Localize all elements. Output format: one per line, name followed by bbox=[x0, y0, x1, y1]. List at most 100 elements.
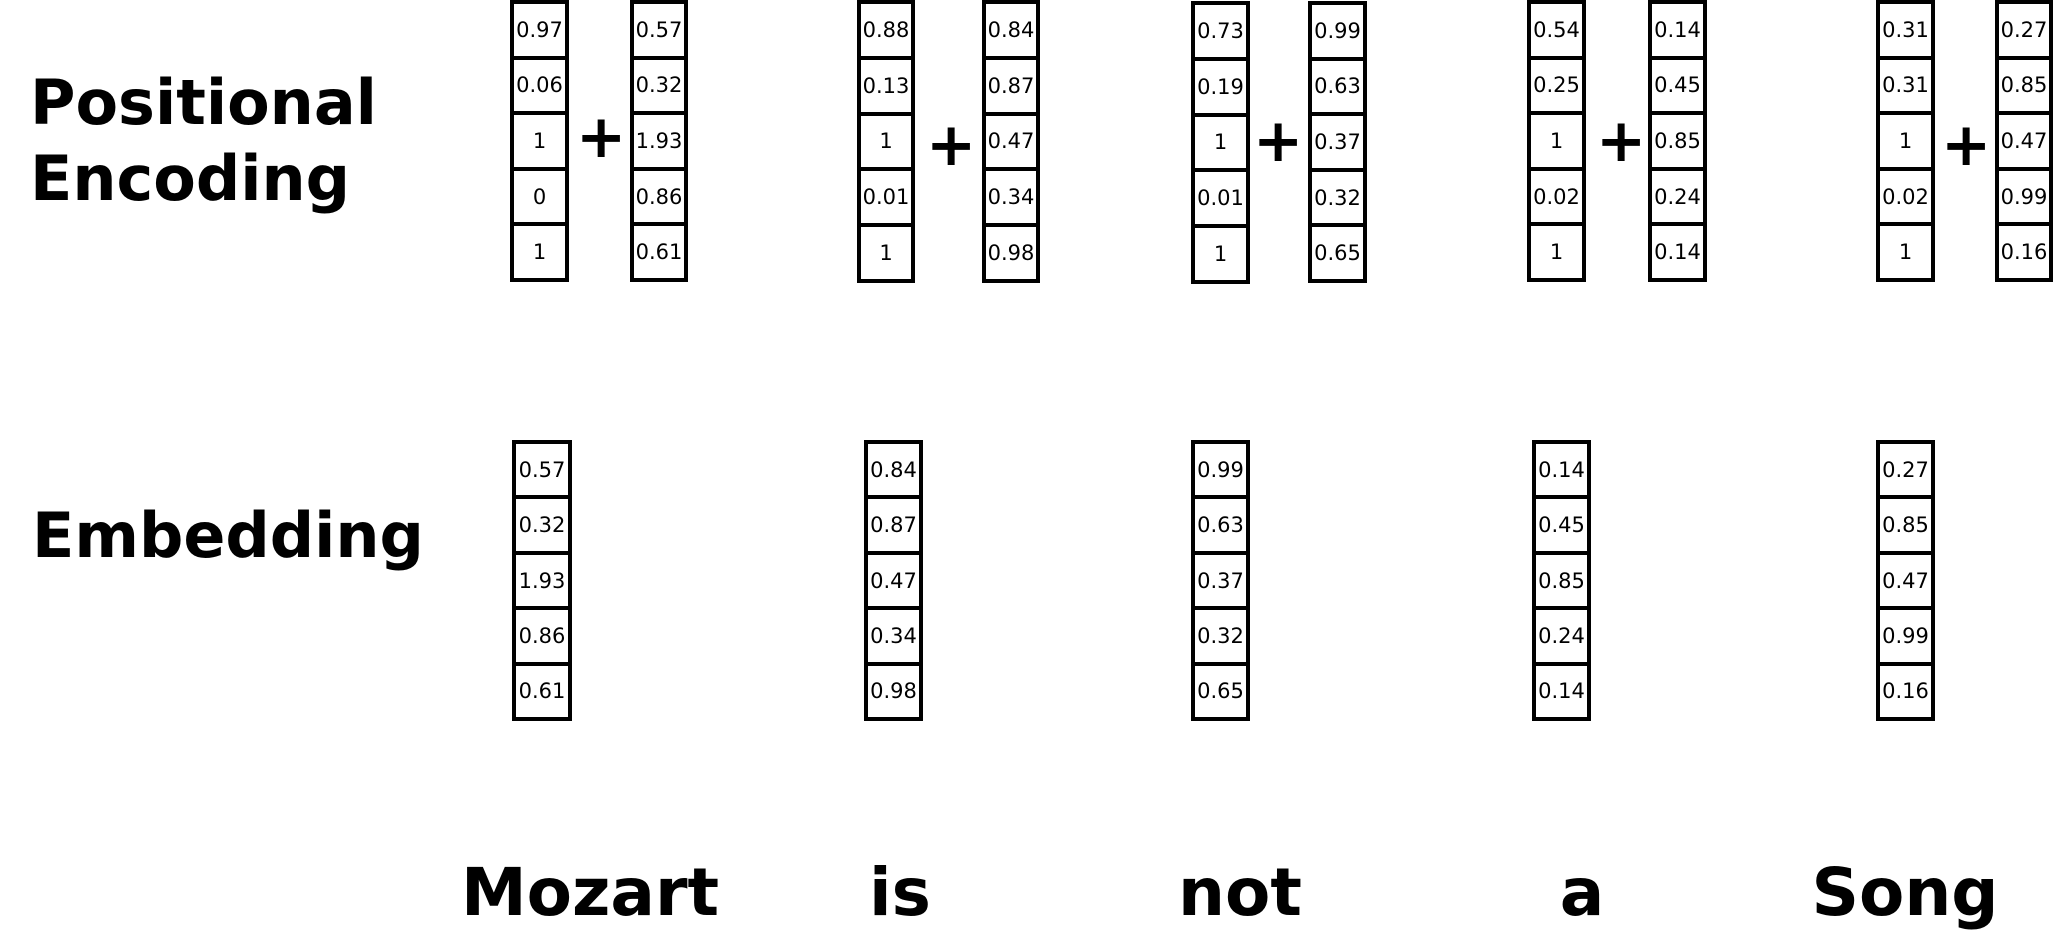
vector-cell: 0.61 bbox=[635, 240, 683, 265]
vector-cell: 0.47 bbox=[986, 116, 1036, 172]
vector-cell: 0.63 bbox=[1195, 499, 1246, 555]
embedding-vector-added: 0.99 0.63 0.37 0.32 0.65 bbox=[1308, 1, 1367, 283]
vector-cell: 0.47 bbox=[868, 555, 919, 611]
vector-cell: 1 bbox=[1195, 117, 1246, 173]
vector-cell: 0.02 bbox=[1531, 171, 1582, 227]
embedding-label: Embedding bbox=[32, 499, 424, 572]
vector-cell: 0.32 bbox=[1312, 172, 1363, 228]
positional-encoding-label-line2: Encoding bbox=[30, 141, 350, 215]
positional-vector: 0.97 0.06 1 0 1 bbox=[510, 0, 569, 282]
vector-cell: 0.99 bbox=[1999, 171, 2049, 227]
embedding-vector-added: 0.84 0.87 0.47 0.34 0.98 bbox=[982, 0, 1040, 283]
vector-cell: 0.34 bbox=[986, 171, 1036, 228]
vector-cell: 1 bbox=[1898, 240, 1913, 265]
positional-encoding-label: Positional Encoding bbox=[30, 65, 377, 216]
embedding-vector: 0.14 0.45 0.85 0.24 0.14 bbox=[1532, 440, 1591, 721]
vector-cell: 0.86 bbox=[634, 171, 684, 227]
vector-cell: 0.24 bbox=[1652, 171, 1703, 227]
vector-cell: 0.84 bbox=[868, 444, 919, 500]
vector-cell: 1 bbox=[861, 116, 911, 172]
vector-cell: 0.19 bbox=[1195, 61, 1246, 117]
embedding-vector: 0.27 0.85 0.47 0.99 0.16 bbox=[1876, 440, 1935, 721]
vector-cell: 0.85 bbox=[1652, 115, 1703, 171]
vector-cell: 0.14 bbox=[1538, 679, 1585, 704]
vector-cell: 1 bbox=[1531, 115, 1582, 171]
vector-cell: 0.31 bbox=[1880, 60, 1931, 116]
positional-vector: 0.73 0.19 1 0.01 1 bbox=[1191, 1, 1250, 284]
embedding-vector: 0.57 0.32 1.93 0.86 0.61 bbox=[512, 440, 572, 721]
vector-cell: 0.57 bbox=[634, 4, 684, 60]
vector-cell: 0.86 bbox=[516, 610, 568, 666]
vector-cell: 0.99 bbox=[1195, 444, 1246, 500]
vector-cell: 0.27 bbox=[1999, 4, 2049, 60]
vector-cell: 0.27 bbox=[1880, 444, 1931, 500]
embedding-vector-added: 0.14 0.45 0.85 0.24 0.14 bbox=[1648, 0, 1707, 282]
vector-cell: 0.31 bbox=[1880, 4, 1931, 60]
vector-cell: 0.98 bbox=[870, 679, 917, 704]
vector-cell: 0.02 bbox=[1880, 171, 1931, 227]
plus-sign: + bbox=[1596, 106, 1647, 176]
vector-cell: 0.84 bbox=[986, 4, 1036, 60]
vector-cell: 0.37 bbox=[1195, 555, 1246, 611]
vector-cell: 0.14 bbox=[1652, 4, 1703, 60]
plus-sign: + bbox=[926, 110, 977, 180]
embedding-vector-added: 0.27 0.85 0.47 0.99 0.16 bbox=[1995, 0, 2053, 282]
vector-cell: 0.85 bbox=[1880, 499, 1931, 555]
vector-cell: 0.32 bbox=[1195, 610, 1246, 666]
vector-cell: 0.32 bbox=[634, 60, 684, 116]
vector-cell: 0.85 bbox=[1999, 60, 2049, 116]
token-word: Song bbox=[1811, 854, 1999, 931]
vector-cell: 0.14 bbox=[1536, 444, 1587, 500]
embedding-vector: 0.99 0.63 0.37 0.32 0.65 bbox=[1191, 440, 1250, 721]
plus-sign: + bbox=[1941, 110, 1992, 180]
vector-cell: 0.45 bbox=[1536, 499, 1587, 555]
vector-cell: 0.97 bbox=[514, 4, 565, 60]
vector-cell: 1 bbox=[1549, 240, 1564, 265]
vector-cell: 0.87 bbox=[868, 499, 919, 555]
vector-cell: 0.32 bbox=[516, 499, 568, 555]
vector-cell: 0.16 bbox=[2000, 240, 2048, 265]
vector-cell: 1 bbox=[532, 240, 547, 265]
vector-cell: 0.37 bbox=[1312, 116, 1363, 172]
vector-cell: 0.01 bbox=[861, 171, 911, 228]
token-word: Mozart bbox=[461, 854, 720, 931]
vector-cell: 0.65 bbox=[1197, 679, 1244, 704]
plus-sign: + bbox=[576, 102, 627, 172]
positional-vector: 0.88 0.13 1 0.01 1 bbox=[857, 0, 915, 283]
vector-cell: 0.14 bbox=[1654, 240, 1701, 265]
vector-cell: 0.99 bbox=[1880, 610, 1931, 666]
vector-cell: 0.47 bbox=[1999, 115, 2049, 171]
token-word: not bbox=[1178, 854, 1302, 931]
vector-cell: 0.65 bbox=[1314, 241, 1361, 266]
vector-cell: 0.54 bbox=[1531, 4, 1582, 60]
vector-cell: 1 bbox=[1880, 115, 1931, 171]
vector-cell: 0.45 bbox=[1652, 60, 1703, 116]
vector-cell: 0.63 bbox=[1312, 61, 1363, 117]
vector-cell: 0.85 bbox=[1536, 555, 1587, 611]
vector-cell: 1 bbox=[1213, 242, 1228, 267]
vector-cell: 0.16 bbox=[1882, 679, 1929, 704]
positional-vector: 0.31 0.31 1 0.02 1 bbox=[1876, 0, 1935, 282]
vector-cell: 0.98 bbox=[987, 241, 1035, 266]
vector-cell: 0 bbox=[514, 171, 565, 227]
vector-cell: 1.93 bbox=[516, 555, 568, 611]
positional-encoding-label-line1: Positional bbox=[30, 66, 377, 139]
vector-cell: 0.24 bbox=[1536, 610, 1587, 666]
vector-cell: 0.57 bbox=[516, 444, 568, 500]
positional-vector: 0.54 0.25 1 0.02 1 bbox=[1527, 0, 1586, 282]
vector-cell: 0.61 bbox=[518, 679, 566, 704]
vector-cell: 0.47 bbox=[1880, 555, 1931, 611]
vector-cell: 0.73 bbox=[1195, 5, 1246, 61]
vector-cell: 0.87 bbox=[986, 60, 1036, 116]
vector-cell: 0.88 bbox=[861, 4, 911, 60]
embedding-vector-added: 0.57 0.32 1.93 0.86 0.61 bbox=[630, 0, 688, 282]
plus-sign: + bbox=[1253, 106, 1304, 176]
token-word: a bbox=[1559, 854, 1605, 931]
vector-cell: 0.06 bbox=[514, 60, 565, 116]
vector-cell: 0.25 bbox=[1531, 60, 1582, 116]
vector-cell: 0.01 bbox=[1195, 172, 1246, 229]
vector-cell: 0.99 bbox=[1312, 5, 1363, 61]
vector-cell: 1.93 bbox=[634, 115, 684, 171]
vector-cell: 0.13 bbox=[861, 60, 911, 116]
vector-cell: 1 bbox=[879, 241, 893, 266]
